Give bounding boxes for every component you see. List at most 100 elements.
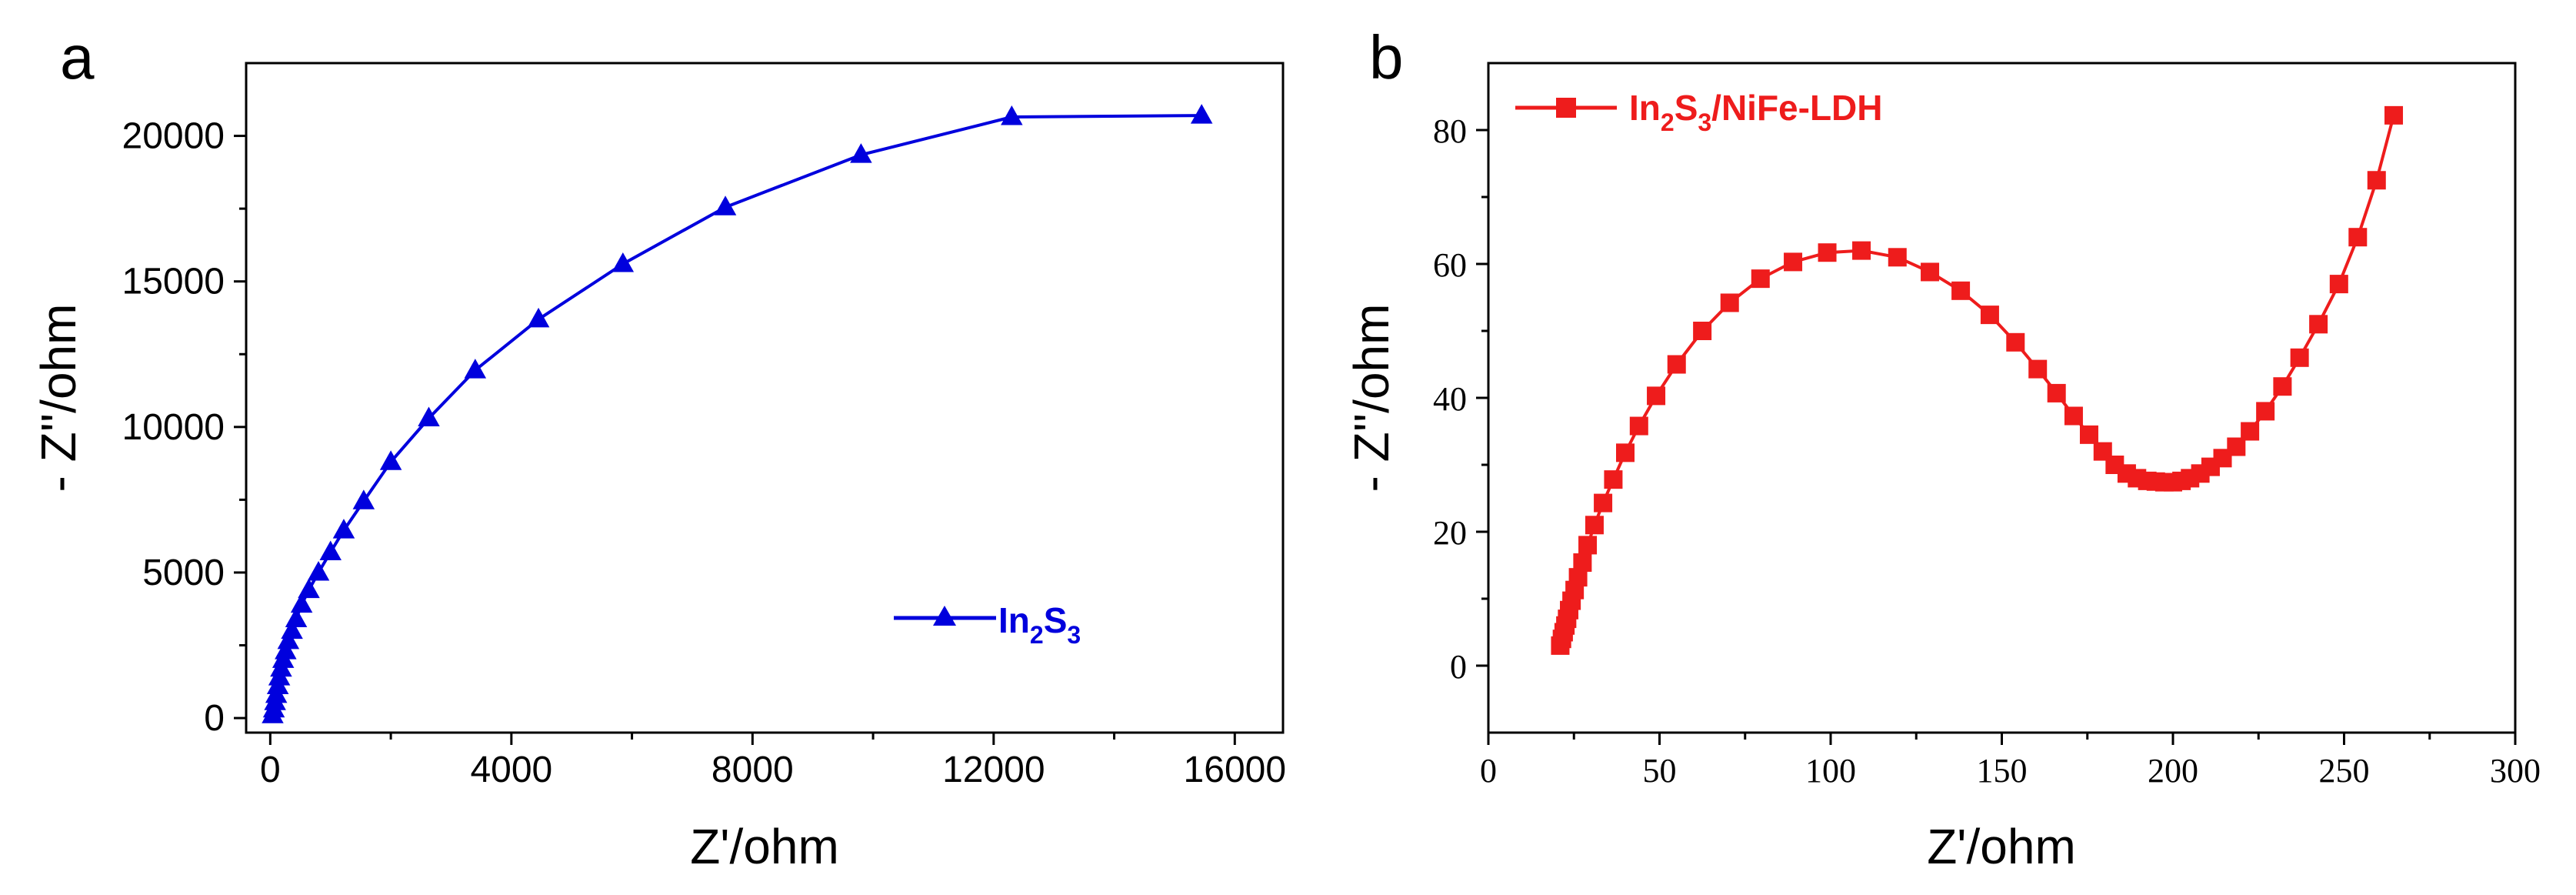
y-tick-label: 5000 bbox=[142, 553, 225, 593]
data-point bbox=[2273, 377, 2292, 396]
y-tick-label: 10000 bbox=[122, 407, 225, 448]
data-point bbox=[1616, 443, 1635, 463]
panel-a-legend-sub-3: 3 bbox=[1067, 621, 1081, 649]
data-point bbox=[2309, 315, 2328, 334]
panel-a-y-axis-title: - Z''/ohm bbox=[31, 304, 86, 493]
x-tick-label: 100 bbox=[1805, 752, 1856, 790]
panel-b-legend-label: In2S3/NiFe-LDH bbox=[1629, 88, 1883, 136]
panel-a-x-tick-labels: 0 4000 8000 12000 16000 bbox=[260, 750, 1286, 790]
data-point bbox=[285, 607, 308, 627]
panel-a-series-in2s3 bbox=[262, 104, 1213, 723]
data-point bbox=[1647, 386, 1666, 406]
data-point bbox=[2241, 422, 2260, 441]
panel-a-plot-frame bbox=[245, 62, 1285, 734]
panel-a-legend-marker bbox=[933, 606, 956, 626]
panel-b-series-in2s3-nife-ldh bbox=[1551, 105, 2404, 655]
data-point bbox=[1720, 293, 1739, 312]
data-point bbox=[1951, 281, 1971, 300]
data-point bbox=[418, 406, 440, 426]
data-point bbox=[527, 307, 550, 328]
data-point bbox=[1604, 470, 1623, 489]
data-point bbox=[290, 593, 313, 613]
data-point bbox=[1888, 248, 1907, 267]
data-point bbox=[2329, 275, 2348, 294]
y-tick-label: 20000 bbox=[122, 116, 225, 157]
data-point bbox=[1980, 306, 1999, 325]
x-tick-label: 150 bbox=[1977, 752, 2028, 790]
panel-b-x-tick-labels: 0 50 100 150 200 250 300 bbox=[1480, 752, 2541, 790]
data-point bbox=[277, 629, 300, 650]
data-point bbox=[1751, 269, 1770, 289]
data-point bbox=[2367, 171, 2386, 190]
panel-b-legend-marker bbox=[1556, 98, 1576, 118]
panel-a-legend-label: In2S3 bbox=[998, 600, 1081, 649]
panel-a-legend-sub-2: 2 bbox=[1030, 621, 1044, 649]
panel-b-x-axis-title: Z'/ohm bbox=[1927, 819, 2076, 874]
panel-b-legend: In2S3/NiFe-LDH bbox=[1515, 88, 1883, 136]
data-point bbox=[1693, 322, 1712, 340]
panel-b-plot-frame bbox=[1487, 62, 2517, 734]
panel-b-legend-text-s: S bbox=[1675, 88, 1698, 128]
data-point bbox=[2028, 359, 2048, 379]
data-point bbox=[2290, 348, 2309, 367]
y-tick-label: 0 bbox=[1450, 648, 1467, 686]
data-point bbox=[2384, 105, 2404, 125]
y-tick-label: 15000 bbox=[122, 262, 225, 302]
panel-b: b 0 50 100 150 200 250 300 0 20 40 60 80 Z'/ohm - … bbox=[1344, 23, 2541, 874]
data-point bbox=[298, 578, 320, 599]
data-point bbox=[352, 489, 375, 509]
data-point bbox=[2064, 406, 2083, 426]
panel-a-letter: a bbox=[60, 23, 95, 92]
data-point bbox=[332, 519, 355, 539]
data-point bbox=[714, 195, 737, 215]
panel-b-legend-sub-2: 2 bbox=[1661, 109, 1675, 136]
data-point bbox=[1784, 252, 1803, 272]
data-point bbox=[2348, 228, 2368, 247]
panel-b-legend-text-in: In bbox=[1629, 88, 1661, 128]
panel-b-ticks bbox=[1476, 129, 2517, 745]
data-point bbox=[850, 143, 872, 163]
x-tick-label: 0 bbox=[1480, 752, 1497, 790]
panel-b-y-tick-labels: 0 20 40 60 80 bbox=[1433, 112, 1467, 686]
x-tick-label: 300 bbox=[2490, 752, 2541, 790]
series-line bbox=[1558, 115, 2395, 646]
data-point bbox=[464, 359, 487, 379]
data-point bbox=[379, 450, 402, 470]
y-tick-label: 40 bbox=[1433, 380, 1467, 418]
data-point bbox=[2256, 402, 2275, 421]
y-tick-label: 60 bbox=[1433, 246, 1467, 284]
data-point bbox=[1001, 105, 1023, 125]
x-tick-label: 50 bbox=[1643, 752, 1677, 790]
panel-b-legend-text-rest: /NiFe-LDH bbox=[1711, 88, 1882, 128]
x-tick-label: 4000 bbox=[470, 750, 552, 790]
data-point bbox=[2227, 437, 2246, 456]
data-point bbox=[1852, 241, 1871, 260]
panel-b-legend-sub-3: 3 bbox=[1698, 109, 1711, 136]
data-point bbox=[2006, 332, 2025, 352]
x-tick-label: 200 bbox=[2148, 752, 2198, 790]
data-point bbox=[1573, 553, 1592, 573]
panel-a: a 0 4000 8000 12000 16000 0 5000 10000 15000 200… bbox=[31, 23, 1286, 874]
data-point bbox=[281, 619, 303, 640]
x-tick-label: 16000 bbox=[1184, 750, 1286, 790]
x-tick-label: 0 bbox=[260, 750, 281, 790]
data-point bbox=[2047, 383, 2066, 402]
data-point bbox=[2079, 425, 2098, 444]
y-tick-label: 20 bbox=[1433, 514, 1467, 552]
x-tick-label: 12000 bbox=[942, 750, 1045, 790]
panel-a-x-axis-title: Z'/ohm bbox=[690, 819, 839, 874]
data-point bbox=[1921, 262, 1940, 282]
panel-a-ticks bbox=[234, 135, 1236, 745]
data-point bbox=[1594, 493, 1613, 513]
y-tick-label: 80 bbox=[1433, 112, 1467, 150]
panel-a-legend: In2S3 bbox=[894, 600, 1081, 649]
x-tick-label: 8000 bbox=[711, 750, 794, 790]
data-point bbox=[1585, 516, 1604, 535]
panel-b-letter: b bbox=[1369, 23, 1404, 92]
data-point bbox=[612, 252, 635, 272]
data-point bbox=[319, 540, 342, 560]
data-point bbox=[1190, 104, 1213, 124]
panel-b-y-axis-title: - Z''/ohm bbox=[1344, 304, 1399, 493]
data-point bbox=[1629, 416, 1648, 436]
